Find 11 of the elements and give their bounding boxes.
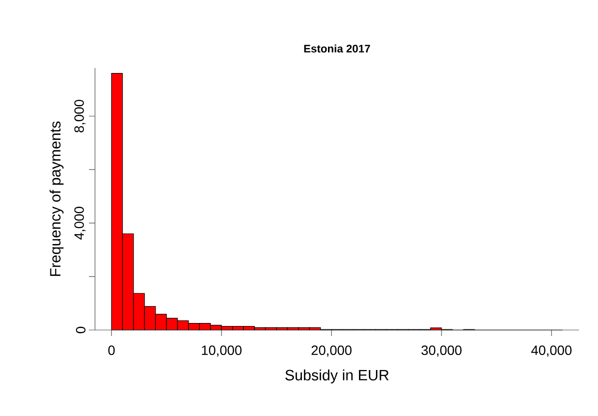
x-tick-label: 20,000 [312,346,352,357]
x-tick-label: 0 [108,346,115,356]
x-axis-title: Subsidy in EUR [285,369,389,384]
y-tick-label: 4,000 [74,206,86,240]
y-tick-label: 0 [76,326,86,334]
x-tick-label: 10,000 [202,346,242,357]
x-tick-label: 30,000 [421,346,462,357]
x-tick-label: 40,000 [531,346,572,357]
y-tick-label: 8,000 [74,100,86,132]
y-axis-title: Frequency of payments [50,122,64,276]
chart-title: Estonia 2017 [304,44,370,53]
